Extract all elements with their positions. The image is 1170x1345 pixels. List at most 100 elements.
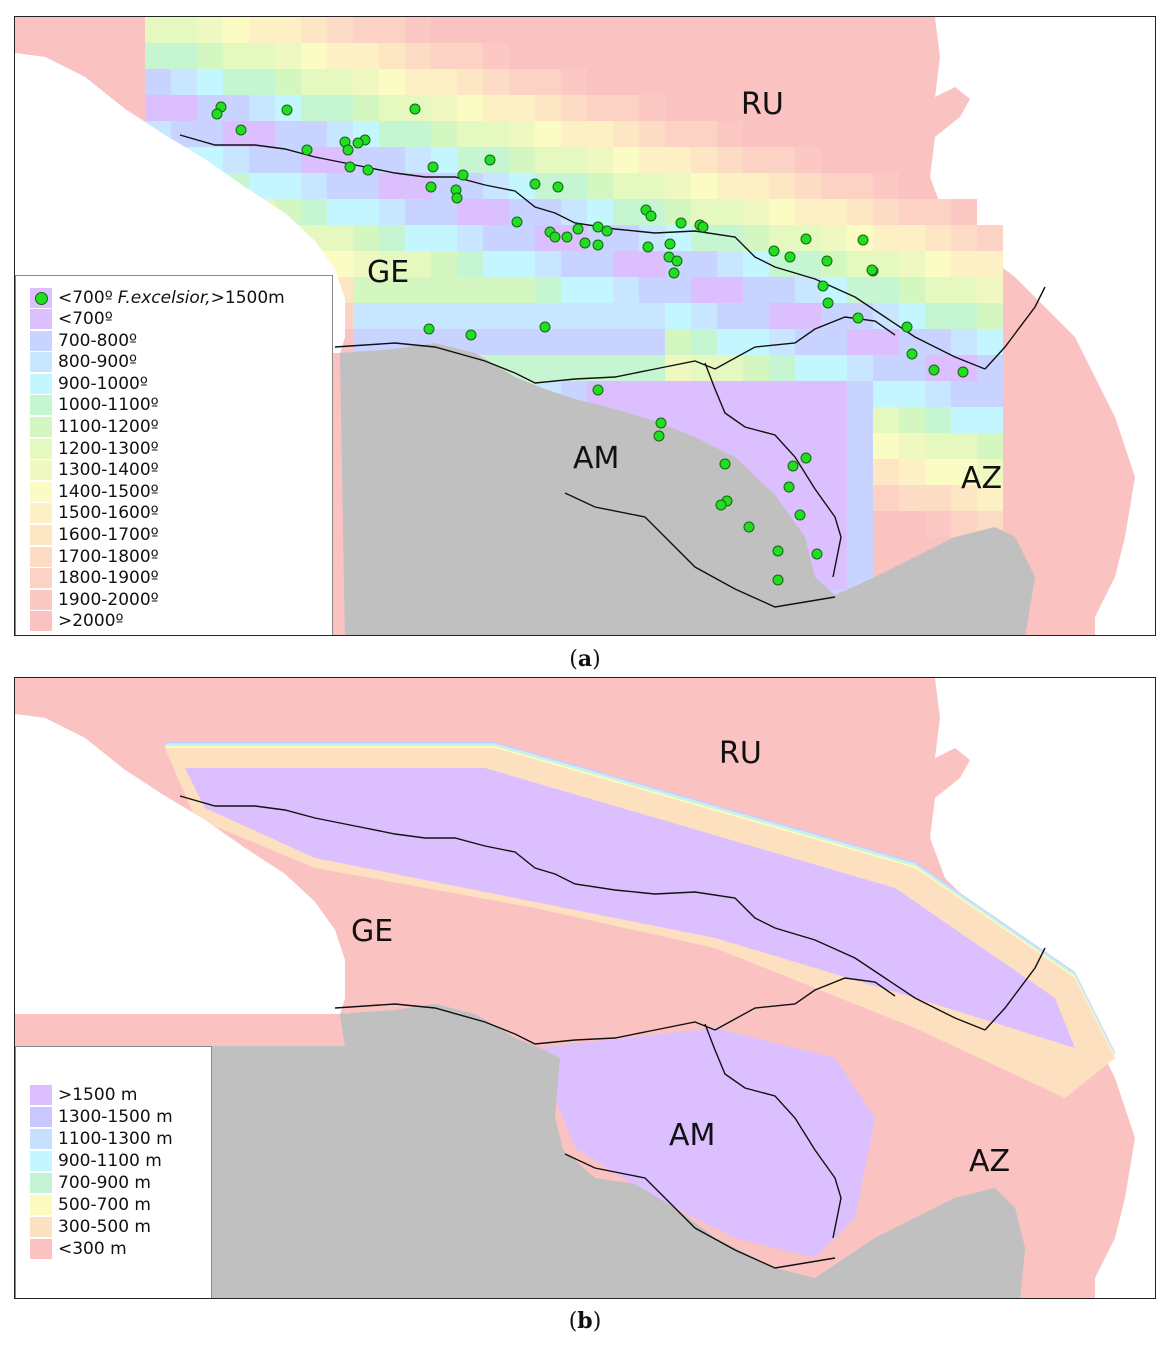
grid-cell <box>925 225 951 251</box>
grid-cell <box>795 251 821 277</box>
grid-cell <box>925 303 951 329</box>
grid-cell <box>249 43 275 69</box>
border-line <box>564 492 836 608</box>
border-line <box>179 795 986 1031</box>
occurrence-point <box>211 108 223 120</box>
grid-cell <box>613 303 639 329</box>
border-line <box>714 977 896 1031</box>
grid-cell <box>769 355 795 381</box>
occurrence-point <box>783 481 795 493</box>
legend-label: 700-900 m <box>58 1173 151 1193</box>
grid-cell <box>873 277 899 303</box>
grid-cell <box>613 381 639 407</box>
map-panel-a: RU GE AM AZ <700º F.excelsior, >1500m <70… <box>14 16 1156 636</box>
legend-swatch <box>30 1217 52 1237</box>
legend-b-class-6: 300-500 m <box>16 1217 151 1237</box>
occurrence-point <box>857 234 869 246</box>
grid-cell <box>275 147 301 173</box>
border-line <box>984 947 1046 1031</box>
grid-cell <box>639 303 665 329</box>
grid-cell <box>977 225 1003 251</box>
grid-cell <box>431 251 457 277</box>
grid-cell <box>769 381 795 407</box>
grid-cell <box>587 173 613 199</box>
grid-cell <box>483 225 509 251</box>
grid-cell <box>431 199 457 225</box>
grid-cell <box>925 277 951 303</box>
grid-cell <box>821 537 847 563</box>
grid-cell <box>327 173 353 199</box>
grid-cell <box>873 355 899 381</box>
legend-a-class-8: 1400-1500º <box>16 481 159 502</box>
grid-cell <box>769 303 795 329</box>
grid-cell <box>587 121 613 147</box>
grid-cell <box>379 303 405 329</box>
grid-cell <box>743 407 769 433</box>
grid-cell <box>717 121 743 147</box>
grid-cell <box>821 199 847 225</box>
grid-cell <box>717 407 743 433</box>
legend-swatch <box>30 438 52 459</box>
grid-cell <box>769 277 795 303</box>
legend-label: 1300-1400º <box>58 460 159 481</box>
country-label-ge: GE <box>351 914 394 949</box>
grid-cell <box>899 407 925 433</box>
legend-label: 500-700 m <box>58 1195 151 1215</box>
grid-cell <box>379 277 405 303</box>
legend-b-class-4: 700-900 m <box>16 1173 151 1193</box>
grid-cell <box>535 147 561 173</box>
grid-cell <box>743 303 769 329</box>
grid-cell <box>899 381 925 407</box>
grid-cell <box>899 277 925 303</box>
grid-cell <box>977 381 1003 407</box>
occurrence-point <box>561 231 573 243</box>
country-label-ge: GE <box>367 255 410 290</box>
grid-cell <box>639 121 665 147</box>
grid-cell <box>171 95 197 121</box>
border-line <box>704 1023 842 1239</box>
legend-b-class-3: 900-1100 m <box>16 1151 162 1171</box>
grid-cell <box>431 69 457 95</box>
grid-cell <box>509 95 535 121</box>
grid-cell <box>587 95 613 121</box>
grid-cell <box>691 381 717 407</box>
map-panel-b: RU GE AM AZ >1500 m 1300-1500 m 1100-1300 … <box>14 677 1156 1299</box>
grid-cell <box>899 251 925 277</box>
map-a-canvas <box>15 17 1155 635</box>
occurrence-point <box>342 144 354 156</box>
occurrence-point <box>784 251 796 263</box>
occurrence-point <box>592 239 604 251</box>
grid-cell <box>743 251 769 277</box>
grid-cell <box>613 95 639 121</box>
grid-cell <box>509 329 535 355</box>
border-line <box>334 342 716 384</box>
grid-cell <box>717 199 743 225</box>
grid-cell <box>145 69 171 95</box>
grid-cell <box>535 251 561 277</box>
grid-cell <box>587 277 613 303</box>
occurrence-point <box>572 223 584 235</box>
occurrence-point <box>465 329 477 341</box>
legend-swatch <box>30 1195 52 1215</box>
grid-cell <box>613 147 639 173</box>
grid-cell <box>925 407 951 433</box>
grid-cell <box>379 17 405 43</box>
grid-cell <box>561 199 587 225</box>
grid-cell <box>639 147 665 173</box>
grid-cell <box>899 485 925 511</box>
grid-cell <box>561 303 587 329</box>
grid-cell <box>535 355 561 381</box>
grid-cell <box>691 121 717 147</box>
occurrence-point <box>906 348 918 360</box>
grid-cell <box>327 225 353 251</box>
grid-cell <box>925 459 951 485</box>
grid-cell <box>795 381 821 407</box>
grid-cell <box>743 173 769 199</box>
grid-cell <box>405 121 431 147</box>
grid-cell <box>743 199 769 225</box>
legend-label: 1000-1100º <box>58 395 159 416</box>
grid-cell <box>717 251 743 277</box>
occurrence-point <box>592 221 604 233</box>
country-label-ru: RU <box>719 736 762 771</box>
